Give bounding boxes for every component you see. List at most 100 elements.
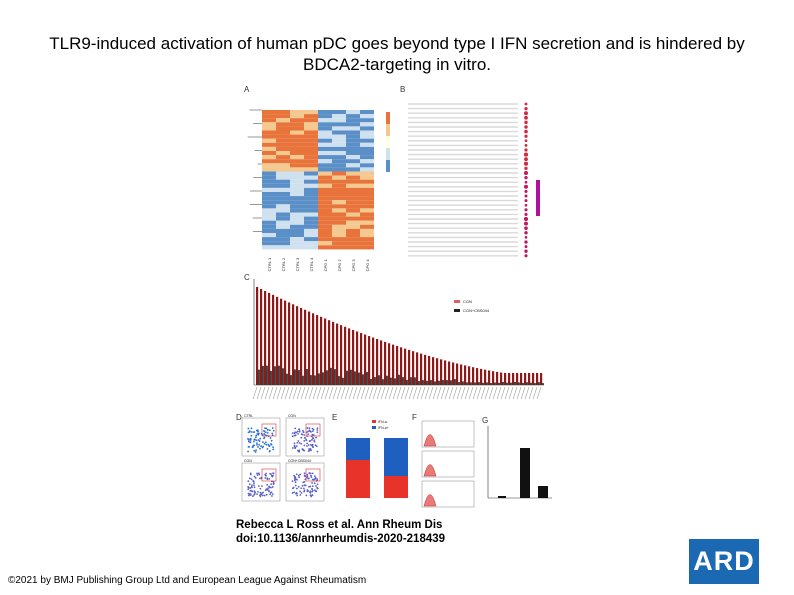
flow-dot <box>264 477 267 479</box>
bar-secondary <box>522 382 524 385</box>
heatmap-cell <box>346 122 360 127</box>
heatmap-cell <box>262 224 276 229</box>
flow-dot <box>247 427 250 430</box>
flow-dot <box>293 491 296 494</box>
heatmap-cell <box>290 122 304 127</box>
flow-dot <box>293 479 296 482</box>
flow-dot <box>269 437 272 439</box>
heatmap-cell <box>346 126 360 131</box>
flow-dot <box>272 448 275 451</box>
heatmap-cell <box>332 146 346 151</box>
bar-secondary <box>438 380 440 385</box>
heatmap-cell <box>276 192 290 197</box>
bar-primary <box>352 329 355 385</box>
heatmap-cell <box>276 237 290 242</box>
e-legend-swatch <box>372 426 376 429</box>
heatmap-cell <box>290 151 304 156</box>
bar-primary <box>356 331 359 385</box>
heatmap-scale <box>386 112 390 124</box>
heatmap-cell <box>304 114 318 119</box>
bar-tick-label <box>328 386 334 400</box>
bar-secondary <box>338 376 340 385</box>
heatmap-cell <box>276 179 290 184</box>
heatmap-cell <box>304 134 318 139</box>
bar-primary <box>464 365 467 385</box>
heatmap-cell <box>360 208 374 213</box>
citation-doi: doi:10.1136/annrheumdis-2020-218439 <box>236 533 446 545</box>
heatmap-cell <box>262 208 276 213</box>
bar-primary <box>524 373 527 385</box>
heatmap-cell <box>276 146 290 151</box>
heatmap-cell <box>290 163 304 168</box>
bar-tick-label <box>368 386 374 400</box>
heatmap-cell <box>262 228 276 233</box>
heatmap-cell <box>304 224 318 229</box>
heatmap-cell <box>346 146 360 151</box>
bar-primary <box>376 339 379 385</box>
heatmap-cell <box>276 118 290 123</box>
bar-tick-label <box>436 386 442 400</box>
heatmap-cell <box>262 233 276 238</box>
flow-dot <box>255 429 258 432</box>
flow-dot <box>310 495 313 498</box>
flow-dot <box>303 444 306 447</box>
heatmap-cell <box>332 114 346 119</box>
bar-secondary <box>354 371 356 385</box>
bar-primary <box>424 354 427 385</box>
flow-dot <box>257 439 260 441</box>
heatmap-cell <box>346 163 360 168</box>
dotplot-dot <box>524 166 528 171</box>
heatmap-cell <box>290 171 304 176</box>
heatmap-cell <box>346 171 360 176</box>
bar-primary <box>468 366 471 385</box>
flow-dot <box>252 446 254 448</box>
bar-secondary <box>366 372 368 385</box>
flow-dot <box>309 491 312 494</box>
flow-dot <box>268 445 271 447</box>
flow-dot <box>254 436 257 439</box>
bar-secondary <box>386 375 388 385</box>
bar-tick-label <box>384 386 390 400</box>
bar-primary <box>392 344 395 385</box>
bar-primary <box>268 292 271 385</box>
heatmap-cell <box>318 130 332 135</box>
bar-secondary <box>406 379 408 385</box>
bar-secondary <box>358 372 360 385</box>
flow-dot <box>311 427 314 430</box>
flow-dot <box>311 472 314 475</box>
heatmap-cell <box>346 208 360 213</box>
flow-dot <box>249 487 252 489</box>
dotplot-dot <box>524 102 528 106</box>
flow-dot <box>256 493 259 496</box>
heatmap-cell <box>276 220 290 225</box>
flow-dot <box>308 485 310 488</box>
flow-dot <box>256 474 259 476</box>
bar-tick-label <box>508 386 514 400</box>
flow-plot-label: CTRL <box>244 414 253 418</box>
bar-tick-label <box>396 386 402 400</box>
heatmap-cell <box>304 220 318 225</box>
flow-dot <box>308 449 311 452</box>
dotplot-dot <box>524 180 528 184</box>
heatmap-cell <box>318 175 332 180</box>
flow-dot <box>268 429 271 432</box>
bar-tick-label <box>348 386 354 400</box>
flow-dot <box>266 477 269 480</box>
heatmap-cell <box>304 163 318 168</box>
bar-secondary <box>486 382 488 385</box>
heatmap-cell <box>332 204 346 209</box>
stacked-bar-blue <box>384 438 408 476</box>
heatmap-cell <box>346 167 360 172</box>
bar-primary <box>472 367 475 385</box>
flow-dot <box>302 431 305 434</box>
bar-secondary <box>506 382 508 385</box>
heatmap-cell <box>332 163 346 168</box>
bar-tick-label <box>296 386 302 400</box>
flow-dot <box>263 442 266 445</box>
heatmap-cell <box>332 126 346 131</box>
dotplot-dot <box>524 171 528 175</box>
heatmap-cell <box>346 212 360 217</box>
flow-dot <box>303 434 306 436</box>
heatmap-cell <box>276 171 290 176</box>
bar-primary <box>540 373 543 385</box>
